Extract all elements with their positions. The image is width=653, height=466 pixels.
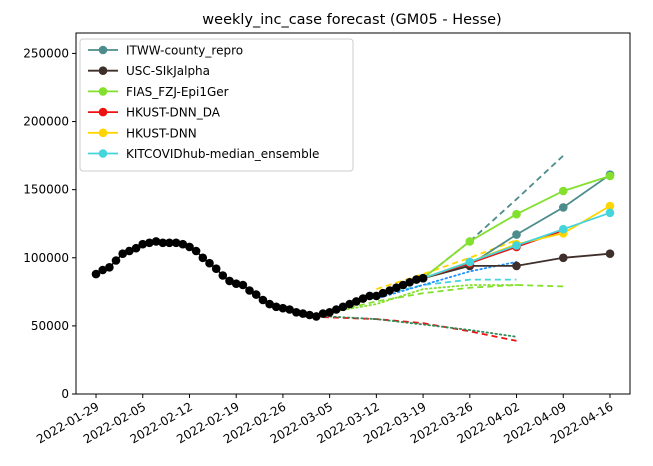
observed-point — [211, 264, 221, 274]
observed-point — [251, 290, 261, 299]
observed-point — [98, 265, 107, 275]
observed-point — [345, 299, 355, 309]
legend: ITWW-county_repro USC-SIkJalpha FIAS_FZJ-E… — [79, 38, 354, 172]
series-0-point — [512, 230, 521, 239]
plot-area — [91, 154, 615, 342]
observed-point — [231, 279, 241, 289]
observed-point — [385, 286, 395, 295]
series-4-point — [605, 201, 615, 211]
y-tick-label: 250000 — [23, 46, 69, 60]
observed-point — [125, 246, 134, 256]
legend-label-5: KITCOVIDhub-median_ensemble — [126, 147, 319, 161]
series-2-point — [465, 237, 475, 246]
series-1-point — [512, 261, 521, 271]
observed-point — [178, 239, 188, 249]
series-2-point — [559, 186, 568, 196]
observed-point — [151, 237, 161, 246]
observed-point — [352, 297, 361, 306]
legend-label-2: FIAS_FZJ-Epi1Ger — [126, 85, 229, 99]
observed-point — [398, 280, 408, 290]
observed-point — [392, 283, 401, 293]
observed-point — [318, 309, 328, 318]
legend-marker-3 — [98, 107, 108, 117]
y-tick-label: 200000 — [23, 115, 69, 129]
series-2-point — [605, 171, 615, 181]
observed-point — [332, 305, 341, 314]
dotted-line-1 — [328, 284, 518, 314]
observed-point — [158, 238, 168, 248]
legend-marker-4 — [98, 128, 108, 138]
chart-title: weekly_inc_case forecast (GM05 - Hesse) — [202, 12, 501, 28]
series-5-point — [465, 257, 475, 267]
series-5-point — [605, 208, 615, 218]
observed-point — [292, 308, 301, 317]
observed-point — [372, 291, 381, 301]
observed-point — [265, 299, 274, 309]
series-2-lower-dashed-line — [329, 284, 564, 314]
observed-point — [238, 280, 248, 290]
observed-point — [405, 278, 415, 287]
series-1-point — [605, 249, 615, 258]
observed-point — [105, 263, 114, 272]
dotted-line-0 — [302, 314, 518, 338]
observed-point — [305, 310, 314, 320]
series-2-point — [512, 209, 521, 219]
legend-label-0: ITWW-county_repro — [126, 44, 243, 58]
plot-frame — [75, 32, 631, 395]
observed-point — [245, 286, 254, 295]
observed-point — [365, 291, 375, 301]
observed-point — [145, 238, 154, 248]
legend-marker-1 — [98, 66, 108, 75]
series-5-point — [559, 224, 568, 234]
y-tick-label: 100000 — [23, 251, 69, 265]
legend-marker-2 — [98, 87, 108, 96]
observed-point — [118, 249, 127, 258]
observed-point — [111, 256, 121, 265]
observed-point — [225, 276, 234, 286]
observed-point — [312, 312, 321, 321]
series-3-lower-dashed-line — [302, 315, 517, 342]
series-1-point — [559, 253, 568, 263]
observed-point — [358, 294, 368, 303]
observed-point — [412, 275, 421, 284]
legend-marker-5 — [98, 149, 108, 158]
observed-point — [271, 302, 281, 312]
y-tick-label: 50000 — [31, 319, 69, 333]
observed-point — [378, 288, 388, 298]
observed-point — [325, 308, 334, 317]
observed-point — [171, 238, 181, 248]
legend-marker-0 — [98, 45, 108, 55]
observed-point — [185, 242, 194, 252]
observed-point — [205, 258, 214, 268]
observed-point — [418, 273, 428, 283]
series-0-point — [559, 203, 568, 212]
observed-point — [198, 253, 208, 263]
observed-point — [91, 269, 101, 279]
observed-point — [218, 271, 228, 280]
series-5-lower-dashed-line — [376, 278, 517, 297]
observed-point — [298, 309, 308, 318]
observed-point — [131, 243, 141, 253]
observed-point — [338, 302, 348, 312]
y-tick-label: 0 — [61, 387, 69, 401]
observed-point — [191, 246, 201, 256]
observed-point — [138, 239, 147, 249]
observed-point — [285, 305, 294, 314]
legend-label-4: HKUST-DNN — [126, 126, 197, 140]
legend-box — [79, 38, 354, 172]
observed-point — [278, 303, 288, 313]
legend-label-3: HKUST-DNN_DA — [126, 106, 221, 120]
observed-point — [258, 295, 268, 305]
observed-point — [165, 238, 174, 248]
series-0-upper-dashed-line — [422, 154, 564, 279]
legend-label-1: USC-SIkJalpha — [126, 64, 210, 78]
series-5-point — [512, 241, 521, 250]
y-tick-label: 150000 — [23, 183, 69, 197]
